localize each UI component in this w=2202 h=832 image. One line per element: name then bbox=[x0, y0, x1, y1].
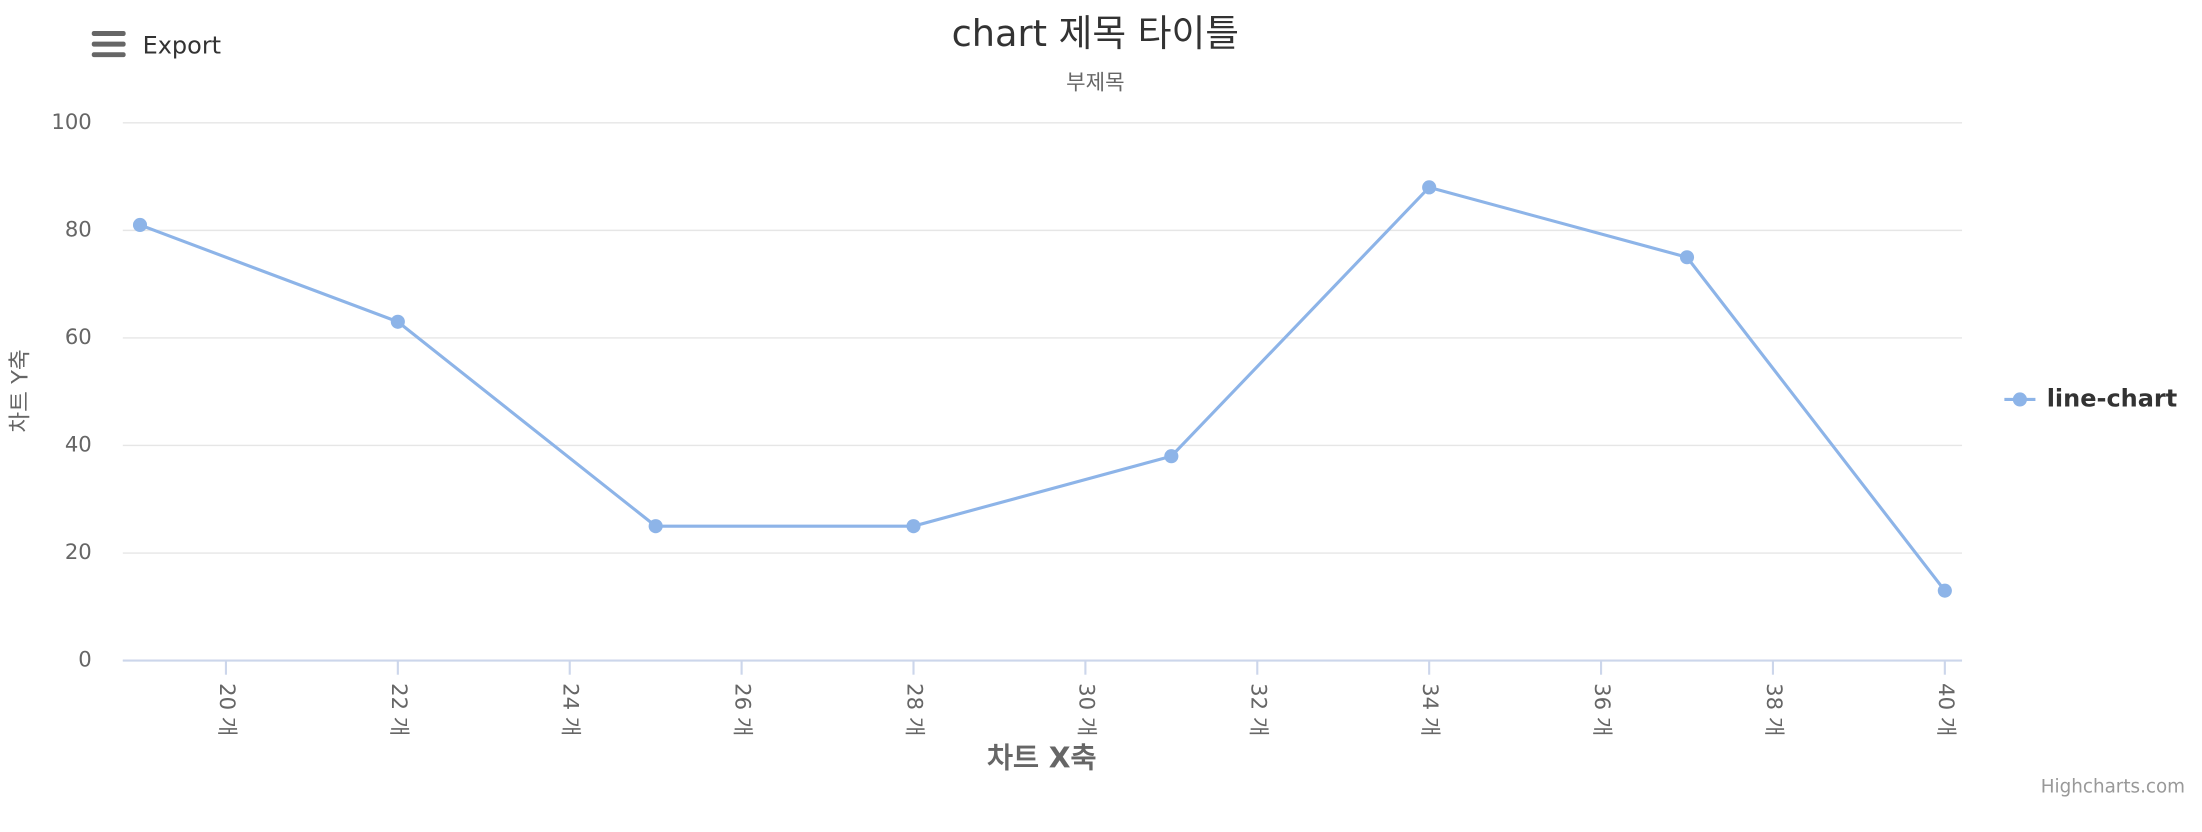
x-tick-label: 22 개 bbox=[387, 683, 412, 736]
data-point bbox=[906, 519, 921, 534]
x-tick-label: 30 개 bbox=[1074, 683, 1099, 736]
menu-icon-bar bbox=[91, 31, 126, 36]
menu-icon-bar bbox=[91, 52, 126, 58]
x-tick-label: 26 개 bbox=[731, 683, 756, 736]
export-button[interactable]: Export bbox=[91, 31, 222, 60]
x-tick-label: 36 개 bbox=[1590, 683, 1615, 736]
y-tick-label: 100 bbox=[51, 109, 91, 134]
y-tick-label: 20 bbox=[65, 539, 92, 564]
line-series bbox=[139, 185, 1947, 592]
x-tick-label: 20 개 bbox=[215, 683, 240, 736]
data-point bbox=[1164, 449, 1179, 464]
export-label[interactable]: Export bbox=[143, 32, 222, 60]
y-tick-label: 0 bbox=[78, 647, 91, 672]
x-tick-label: 40 개 bbox=[1934, 683, 1959, 736]
chart-title: chart 제목 타이틀 bbox=[952, 12, 1239, 55]
x-tick-label: 38 개 bbox=[1762, 683, 1787, 736]
data-point bbox=[390, 314, 405, 329]
data-point bbox=[1679, 250, 1695, 265]
data-point bbox=[1422, 180, 1437, 195]
data-point bbox=[132, 217, 148, 233]
x-tick-label: 24 개 bbox=[559, 683, 584, 736]
legend-item[interactable]: line-chart bbox=[2004, 384, 2177, 412]
legend-symbol bbox=[2012, 392, 2027, 407]
x-tick-label: 32 개 bbox=[1246, 683, 1271, 736]
menu-icon-bar bbox=[91, 41, 126, 47]
x-tick-label: 34 개 bbox=[1418, 683, 1443, 736]
y-tick-label: 60 bbox=[65, 324, 92, 349]
data-point bbox=[1937, 583, 1952, 598]
x-axis-title: 차트 X축 bbox=[987, 741, 1096, 774]
x-tick-label: 28 개 bbox=[903, 683, 928, 736]
y-axis-title: 차트 Y축 bbox=[8, 349, 34, 432]
data-point bbox=[648, 519, 663, 534]
chart-subtitle: 부제목 bbox=[1066, 69, 1124, 94]
y-tick-label: 40 bbox=[65, 431, 92, 456]
y-tick-label: 80 bbox=[65, 216, 92, 241]
credits[interactable]: Highcharts.com bbox=[2041, 777, 2185, 798]
legend-label: line-chart bbox=[2047, 384, 2178, 412]
